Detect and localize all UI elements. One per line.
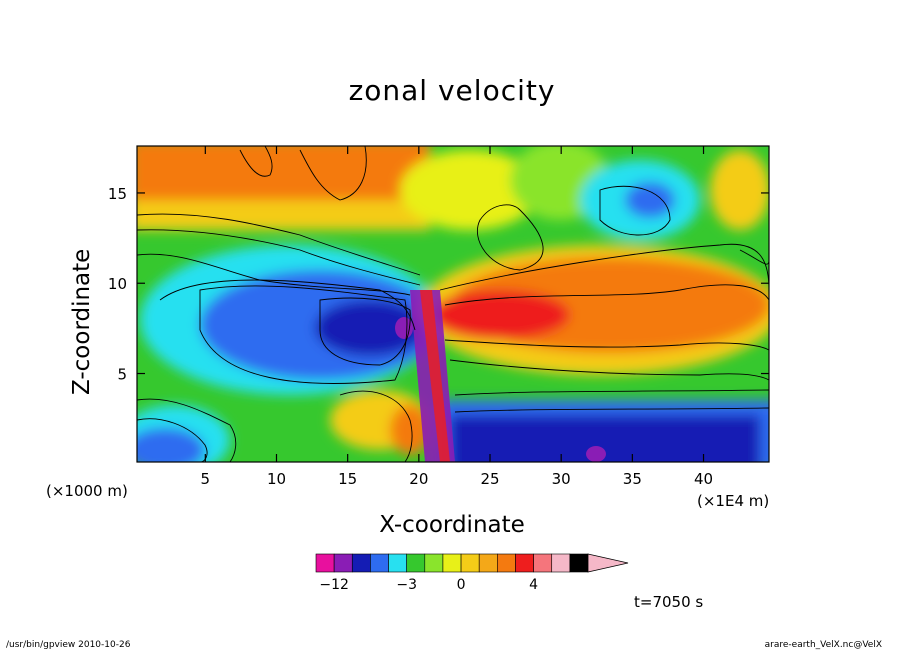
front-red-band [420, 290, 450, 462]
colorbar-label: −3 [396, 577, 417, 593]
x-tick-label: 30 [552, 470, 571, 488]
colorbar-label: 4 [529, 577, 538, 593]
colorbar-segment [460, 553, 480, 573]
lower-center-orange-region [390, 405, 430, 455]
x-tick-label: 35 [623, 470, 642, 488]
upper-right-blue-patch [625, 182, 675, 218]
x-axis-unit-right: (×1E4 m) [697, 492, 770, 510]
colorbar: −12 −3 0 4 [315, 553, 629, 593]
colorbar-segment [515, 553, 534, 573]
colorbar-segment [351, 553, 371, 573]
y-tick-label: 15 [108, 185, 127, 203]
colorbar-segment [333, 553, 353, 573]
colorbar-segment [370, 553, 389, 573]
colorbar-segment [478, 553, 498, 573]
x-tick-label: 25 [480, 470, 499, 488]
y-axis-ticks: 5 10 15 [108, 185, 769, 384]
chart-title: zonal velocity [348, 74, 556, 107]
upper-left-yellow-band [137, 200, 430, 230]
x-axis-ticks: 5 10 15 20 25 30 35 40 [201, 146, 713, 488]
x-tick-label: 40 [694, 470, 713, 488]
time-label: t=7050 s [634, 593, 704, 611]
colorbar-label: 0 [457, 577, 466, 593]
plot-frame [136, 145, 770, 463]
x-tick-label: 15 [338, 470, 357, 488]
y-tick-label: 10 [108, 275, 127, 293]
colorbar-label: −12 [319, 577, 349, 593]
colorbar-segment [551, 553, 571, 573]
colorbar-segment [533, 553, 553, 573]
x-tick-label: 5 [201, 470, 211, 488]
contour-lines [137, 146, 769, 462]
x-tick-label: 20 [409, 470, 428, 488]
colorbar-segment [442, 553, 462, 573]
footer-source-file: arare-earth_VelX.nc@VelX [764, 640, 882, 650]
colorbar-segment [569, 553, 589, 573]
colorbar-extend-arrow [587, 553, 629, 573]
x-axis-unit-left: (×1000 m) [46, 482, 128, 500]
x-axis-label: X-coordinate [379, 512, 525, 538]
colorbar-segment [406, 553, 426, 573]
upper-center-yellow-region [400, 150, 540, 230]
colorbar-segment [388, 553, 407, 573]
colorbar-segment [497, 553, 516, 573]
y-tick-label: 5 [117, 366, 127, 384]
lower-left-blue-region [137, 428, 205, 462]
purple-patch-lower [586, 446, 606, 462]
upper-right-yellow-region [710, 150, 769, 230]
x-tick-label: 10 [267, 470, 286, 488]
lower-right-darkblue-region [450, 415, 760, 462]
footer-program-date: /usr/bin/gpview 2010-10-26 [6, 640, 131, 650]
colorbar-segment [424, 553, 444, 573]
mid-left-darkblue-core [315, 300, 425, 356]
colorbar-segment [315, 553, 335, 573]
velocity-field [137, 146, 769, 462]
mid-right-red-core [430, 290, 570, 340]
